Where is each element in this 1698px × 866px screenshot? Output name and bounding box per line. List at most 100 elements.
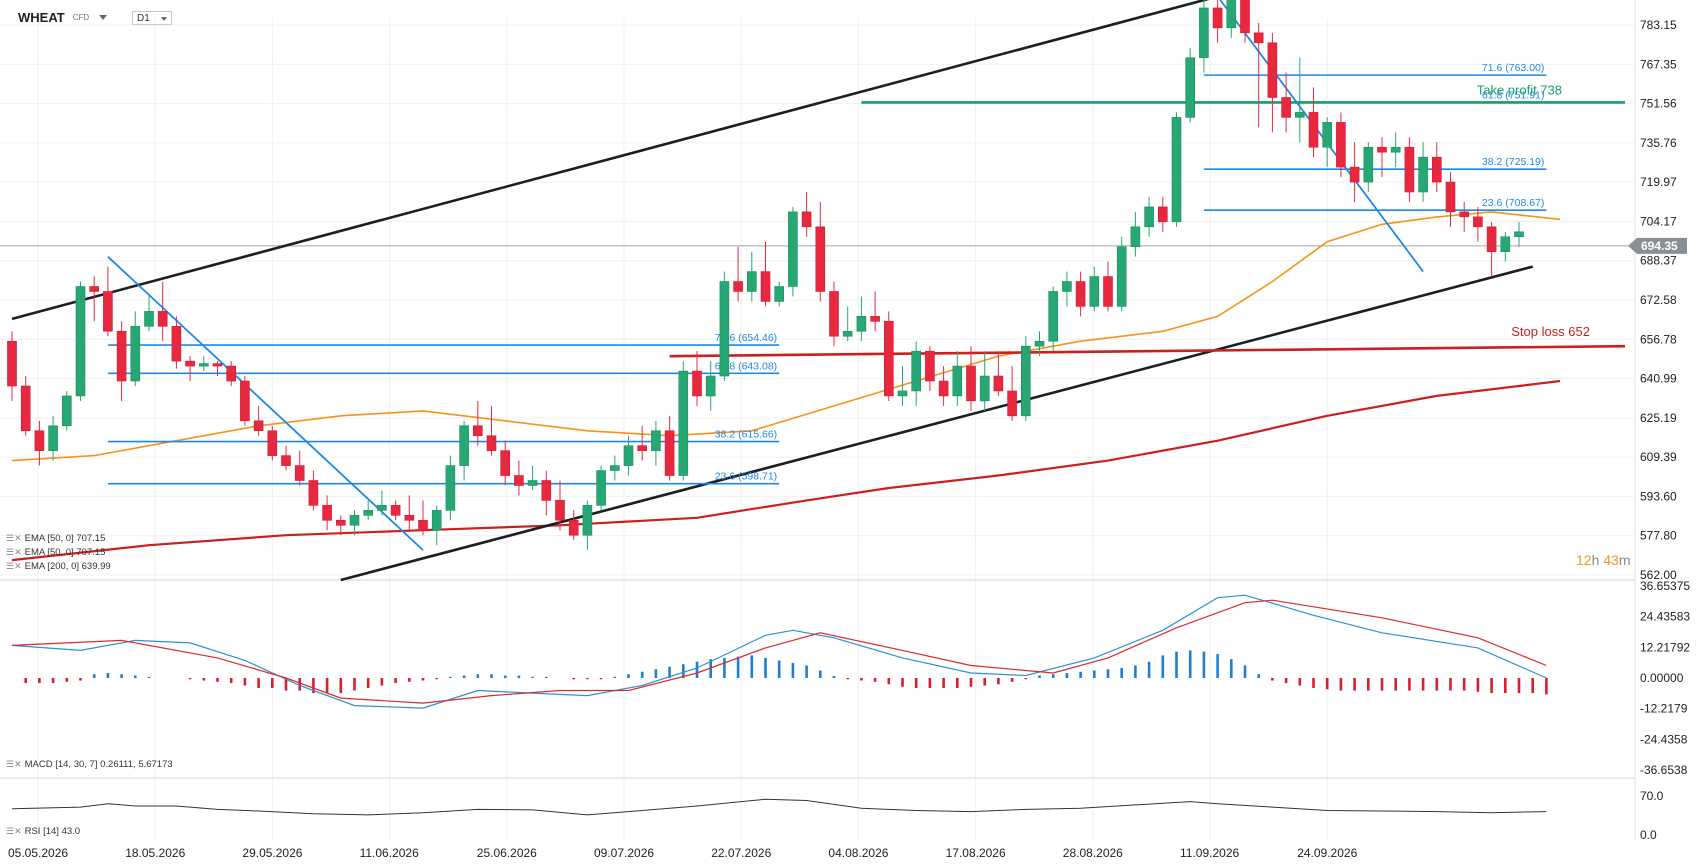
candle <box>1404 146 1415 193</box>
candle <box>719 281 730 377</box>
macd-histogram-bar <box>942 678 945 689</box>
settings-icon[interactable]: ☰✕ <box>6 561 22 571</box>
candle <box>171 326 182 362</box>
candle <box>1253 32 1264 44</box>
candle <box>1089 276 1100 307</box>
candle <box>267 430 278 456</box>
date-axis-label: 28.08.2026 <box>1063 846 1123 860</box>
macd-histogram-bar <box>682 664 685 678</box>
macd-histogram-bar <box>777 660 781 678</box>
candle <box>500 450 511 476</box>
candle <box>1116 246 1127 307</box>
countdown-minutes-unit: m <box>1618 552 1631 568</box>
indicator-label-macd[interactable]: ☰✕ MACD [14, 30, 7] 0.26111, 5.67173 <box>6 759 173 770</box>
timeframe-value: D1 <box>137 13 150 24</box>
candle <box>1432 156 1442 183</box>
macd-histogram-bar <box>284 678 288 691</box>
macd-histogram-bar <box>1188 650 1192 678</box>
macd-histogram-bar <box>1175 651 1178 678</box>
candle <box>856 316 867 332</box>
macd-histogram-bar <box>969 678 973 687</box>
macd-histogram-bar <box>1065 672 1069 678</box>
indicator-label-rsi[interactable]: ☰✕ RSI [14] 43.0 <box>6 826 80 837</box>
price-axis-label: 719.97 <box>1640 175 1677 189</box>
macd-histogram-bar <box>723 657 726 678</box>
candle <box>1034 340 1045 347</box>
date-axis-label: 17.08.2026 <box>946 846 1006 860</box>
settings-icon[interactable]: ☰✕ <box>6 759 22 769</box>
indicator-text: EMA [200, 0] 639.99 <box>24 561 111 572</box>
candle <box>363 510 374 516</box>
indicator-label-ema200[interactable]: ☰✕ EMA [200, 0] 639.99 <box>6 561 111 572</box>
settings-icon[interactable]: ☰✕ <box>6 547 22 557</box>
candle <box>1007 390 1017 417</box>
indicator-label-ema50[interactable]: ☰✕ EMA [50, 0] 707.15 <box>6 533 105 544</box>
candle <box>746 271 757 292</box>
candle <box>1158 206 1168 223</box>
macd-histogram-bar <box>1435 678 1439 691</box>
candle <box>1486 226 1497 252</box>
macd-histogram-bar <box>873 678 877 682</box>
macd-histogram-bar <box>1024 678 1028 680</box>
macd-histogram-bar <box>92 674 96 678</box>
macd-histogram-bar <box>819 670 822 678</box>
macd-histogram-bar <box>1106 669 1110 678</box>
candle <box>842 330 853 337</box>
candle <box>431 510 442 531</box>
price-axis-label: 688.37 <box>1640 254 1677 268</box>
ema50-line <box>11 211 1561 462</box>
macd-histogram-bar <box>640 671 644 678</box>
candle <box>281 455 291 466</box>
macd-histogram-bar <box>1490 678 1493 694</box>
indicator-label-ema50-second[interactable]: ☰✕ EMA [50, 0] 707.15 <box>6 547 105 558</box>
timeframe-select[interactable]: D1 <box>132 11 172 25</box>
symbol-selector[interactable]: WHEAT CFD <box>18 10 108 25</box>
candle <box>1048 291 1058 342</box>
candle <box>377 505 387 511</box>
candle <box>1377 146 1387 153</box>
candle <box>1459 211 1469 218</box>
date-axis-label: 11.09.2026 <box>1180 846 1239 860</box>
symbol-name: WHEAT <box>18 10 65 25</box>
macd-histogram-bar <box>243 678 247 686</box>
macd-histogram-bar <box>1394 678 1397 691</box>
macd-histogram-bar <box>1325 678 1329 690</box>
macd-histogram-bar <box>1298 678 1302 686</box>
macd-histogram-bar <box>545 676 548 678</box>
macd-histogram-bar <box>1504 678 1507 694</box>
price-axis-label: 640.99 <box>1640 372 1677 386</box>
price-axis-label: 735.76 <box>1640 136 1677 150</box>
candle <box>1308 112 1319 148</box>
settings-icon[interactable]: ☰✕ <box>6 533 22 543</box>
macd-histogram-bar <box>572 678 575 680</box>
macd-histogram-bar <box>106 672 110 678</box>
candle <box>1473 216 1483 228</box>
candle <box>240 380 250 422</box>
settings-icon[interactable]: ☰✕ <box>6 826 22 836</box>
price-axis-label: 704.17 <box>1640 214 1677 228</box>
macd-histogram-bar <box>134 675 137 678</box>
macd-histogram-bar <box>394 678 397 684</box>
macd-histogram-bar <box>503 675 507 678</box>
candle <box>774 286 785 302</box>
macd-histogram-bar <box>271 678 274 689</box>
candles <box>7 0 1524 551</box>
indicator-text: MACD [14, 30, 7] 0.26111, 5.67173 <box>24 759 173 770</box>
macd-histogram-bar <box>79 678 82 681</box>
current-price-label: 694.35 <box>1641 239 1678 253</box>
candle <box>514 475 524 486</box>
macd-histogram-bar <box>914 678 918 689</box>
rsi-axis-label: 0.0 <box>1640 828 1657 842</box>
candle <box>760 271 771 302</box>
macd-axis-label: 36.65375 <box>1640 579 1690 593</box>
macd-histogram-bar <box>339 678 343 694</box>
candle <box>472 425 483 437</box>
macd-histogram-bar <box>229 678 233 684</box>
candle <box>1390 146 1401 153</box>
macd-histogram-bar <box>202 678 206 681</box>
price-axis-label: 672.58 <box>1640 293 1677 307</box>
candle <box>925 350 935 382</box>
candle <box>1267 42 1278 98</box>
